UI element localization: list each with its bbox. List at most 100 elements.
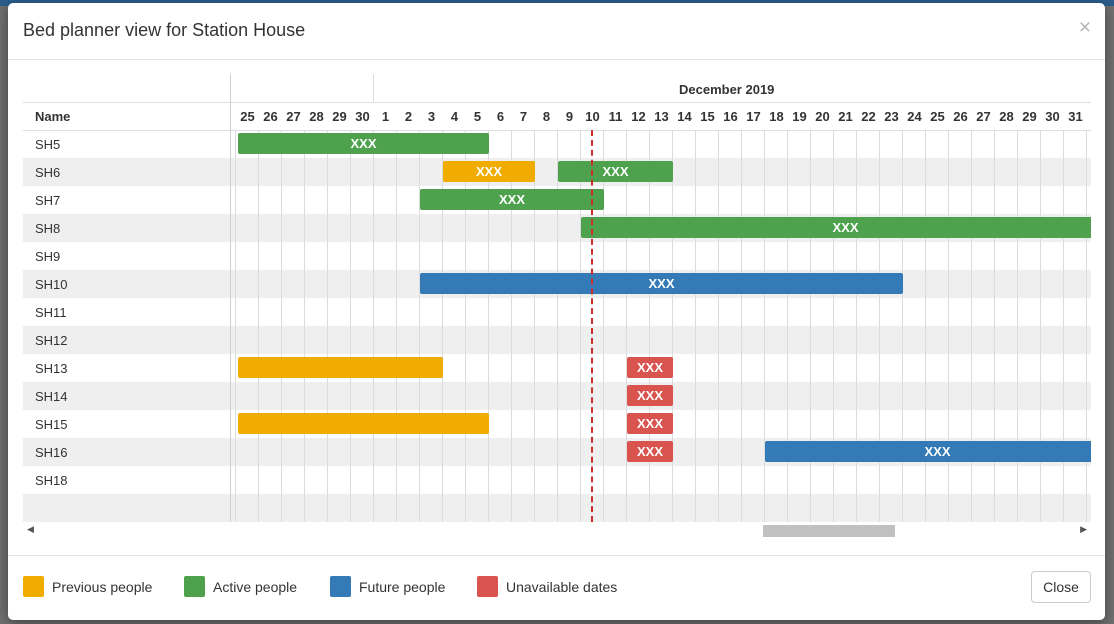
day-label: 6 bbox=[496, 109, 505, 124]
day-gridline bbox=[557, 130, 558, 522]
today-marker-line bbox=[591, 130, 593, 522]
planner-row: SH9 bbox=[23, 242, 1091, 270]
row-name: SH7 bbox=[35, 193, 61, 208]
day-gridline bbox=[856, 130, 857, 522]
day-header-row: Name 25 26 27 28 29 30 1 2 3 4 5 6 7 8 9 10 11 12 13 14 15 16… bbox=[23, 102, 1091, 131]
scroll-left-icon[interactable]: ◀ bbox=[27, 524, 34, 534]
scrollbar-thumb[interactable] bbox=[762, 525, 895, 537]
day-label: 25 bbox=[240, 109, 255, 124]
legend-swatch bbox=[184, 576, 205, 597]
day-gridline bbox=[258, 130, 259, 522]
day-gridline bbox=[672, 130, 673, 522]
row-name: SH5 bbox=[35, 137, 61, 152]
modal-footer: Previous people Active people Future peopl… bbox=[8, 555, 1105, 621]
legend-item-previous: Previous people bbox=[23, 576, 152, 597]
legend-item-unavailable: Unavailable dates bbox=[477, 576, 617, 597]
booking-bar-previous[interactable] bbox=[238, 357, 443, 378]
scroll-right-icon[interactable]: ▶ bbox=[1080, 524, 1087, 534]
day-label: 23 bbox=[884, 109, 899, 124]
booking-bar-unavailable[interactable]: XXX bbox=[627, 357, 673, 378]
day-label: 26 bbox=[953, 109, 968, 124]
day-gridline bbox=[350, 130, 351, 522]
row-name: SH11 bbox=[35, 305, 67, 320]
day-label: 9 bbox=[565, 109, 574, 124]
day-gridline bbox=[534, 130, 535, 522]
day-label: 1 bbox=[1087, 109, 1091, 124]
day-label: 14 bbox=[677, 109, 692, 124]
day-label: 28 bbox=[999, 109, 1014, 124]
month-header-row: December 2019 bbox=[23, 74, 1091, 102]
planner-row: SH5 bbox=[23, 130, 1091, 158]
day-label: 12 bbox=[631, 109, 646, 124]
day-gridline bbox=[833, 130, 834, 522]
day-gridline bbox=[488, 130, 489, 522]
day-label: 29 bbox=[1022, 109, 1037, 124]
booking-bar-active[interactable]: XXX bbox=[581, 217, 1091, 238]
planner-row: SH11 bbox=[23, 298, 1091, 326]
day-label: 30 bbox=[355, 109, 370, 124]
booking-bar-active[interactable]: XXX bbox=[558, 161, 673, 182]
close-button[interactable]: Close bbox=[1031, 571, 1091, 603]
booking-bar-previous[interactable] bbox=[238, 413, 489, 434]
month-label: December 2019 bbox=[679, 82, 775, 97]
booking-bar-active[interactable]: XXX bbox=[238, 133, 489, 154]
day-label: 30 bbox=[1045, 109, 1060, 124]
day-gridline bbox=[235, 130, 236, 522]
booking-bar-future[interactable]: XXX bbox=[765, 441, 1091, 462]
bed-planner-modal: Bed planner view for Station House × Dec… bbox=[8, 3, 1105, 620]
row-name: SH6 bbox=[35, 165, 61, 180]
day-gridline bbox=[327, 130, 328, 522]
booking-bar-previous[interactable]: XXX bbox=[443, 161, 535, 182]
day-label: 19 bbox=[792, 109, 807, 124]
planner-row: SH13 bbox=[23, 354, 1091, 382]
day-label: 28 bbox=[309, 109, 324, 124]
day-label: 13 bbox=[654, 109, 669, 124]
day-gridline bbox=[442, 130, 443, 522]
day-gridline bbox=[304, 130, 305, 522]
day-label: 7 bbox=[519, 109, 528, 124]
modal-title: Bed planner view for Station House bbox=[23, 20, 306, 40]
day-label: 27 bbox=[286, 109, 301, 124]
day-gridline bbox=[396, 130, 397, 522]
day-label: 2 bbox=[404, 109, 413, 124]
day-label: 21 bbox=[838, 109, 853, 124]
legend-label: Unavailable dates bbox=[506, 578, 618, 595]
day-gridline bbox=[1040, 130, 1041, 522]
booking-bar-unavailable[interactable]: XXX bbox=[627, 413, 673, 434]
horizontal-scrollbar[interactable]: ◀ ▶ bbox=[23, 524, 1091, 540]
legend-label: Active people bbox=[213, 578, 298, 595]
day-label: 4 bbox=[450, 109, 459, 124]
day-label: 22 bbox=[861, 109, 876, 124]
legend-swatch bbox=[23, 576, 44, 597]
day-label: 8 bbox=[542, 109, 551, 124]
booking-bar-future[interactable]: XXX bbox=[420, 273, 903, 294]
day-label: 11 bbox=[608, 109, 623, 124]
day-gridline bbox=[580, 130, 581, 522]
day-gridline bbox=[948, 130, 949, 522]
day-label: 27 bbox=[976, 109, 991, 124]
day-gridline bbox=[994, 130, 995, 522]
day-gridline bbox=[1063, 130, 1064, 522]
close-icon[interactable]: × bbox=[1078, 16, 1091, 39]
day-gridline bbox=[649, 130, 650, 522]
modal-header: Bed planner view for Station House × bbox=[8, 3, 1105, 60]
day-gridline bbox=[373, 130, 374, 522]
day-label: 3 bbox=[427, 109, 436, 124]
day-gridline bbox=[281, 130, 282, 522]
day-gridline bbox=[764, 130, 765, 522]
booking-bar-unavailable[interactable]: XXX bbox=[627, 441, 673, 462]
legend-item-future: Future people bbox=[330, 576, 445, 597]
day-label: 15 bbox=[700, 109, 715, 124]
day-gridline bbox=[741, 130, 742, 522]
day-label: 10 bbox=[585, 109, 600, 124]
booking-bar-active[interactable]: XXX bbox=[420, 189, 604, 210]
row-name: SH9 bbox=[35, 249, 61, 264]
row-name: SH13 bbox=[35, 361, 68, 376]
day-gridline bbox=[511, 130, 512, 522]
row-name: SH18 bbox=[35, 473, 68, 488]
day-label: 5 bbox=[473, 109, 482, 124]
booking-bar-unavailable[interactable]: XXX bbox=[627, 385, 673, 406]
day-gridline bbox=[971, 130, 972, 522]
day-gridline bbox=[626, 130, 627, 522]
day-gridline bbox=[879, 130, 880, 522]
